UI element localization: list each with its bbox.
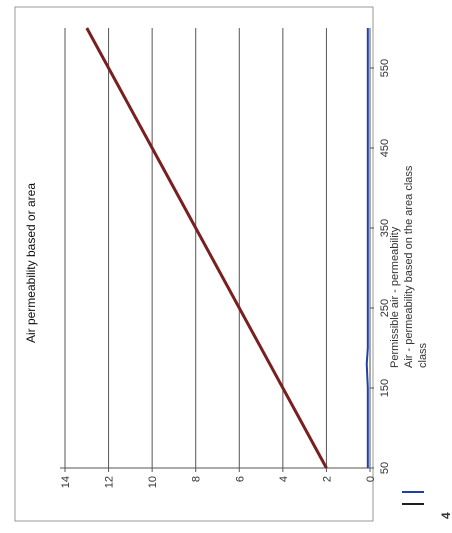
series-line-0: [85, 27, 328, 469]
y-tick-label-7: 14: [60, 476, 72, 488]
y-tick-label-6: 12: [104, 476, 116, 488]
x-tick-label-2: 250: [379, 299, 391, 317]
legend-label-area-class: Air - permeability based on the area cla…: [403, 165, 415, 368]
y-tick-label-4: 8: [191, 476, 203, 482]
legend-label-permissible: Permissible air - permeability: [389, 226, 401, 368]
legend-swatch-dark: [402, 503, 424, 505]
x-tick-label-4: 450: [379, 139, 391, 157]
plot-area: 0 2 4 6 8 10 12 14 50 150 250 350 450 550: [60, 27, 391, 488]
rotated-chart: Air permeability based or area 0 2 4 6 8 10 12…: [24, 27, 452, 519]
series-line-1: [365, 28, 369, 468]
chart-title: Air permeability based or area: [24, 183, 38, 343]
legend-label-area-class-cont: class: [417, 342, 429, 368]
x-tick-label-1: 150: [379, 379, 391, 397]
y-tick-label-1: 2: [321, 476, 333, 482]
chart-frame: [14, 6, 374, 522]
x-tick-label-3: 350: [379, 219, 391, 237]
y-tick-label-2: 4: [278, 476, 290, 482]
legend: Permissible air - permeability Air - per…: [389, 165, 429, 368]
x-tick-label-0: 50: [379, 462, 391, 474]
y-tick-label-3: 6: [234, 476, 246, 482]
y-tick-label-5: 10: [147, 476, 159, 488]
corner-legend: 4: [402, 491, 452, 519]
x-tick-label-5: 550: [379, 59, 391, 77]
corner-label: 4: [439, 512, 452, 519]
y-tick-label-0: 0: [365, 476, 377, 482]
legend-swatch-blue: [402, 491, 424, 493]
